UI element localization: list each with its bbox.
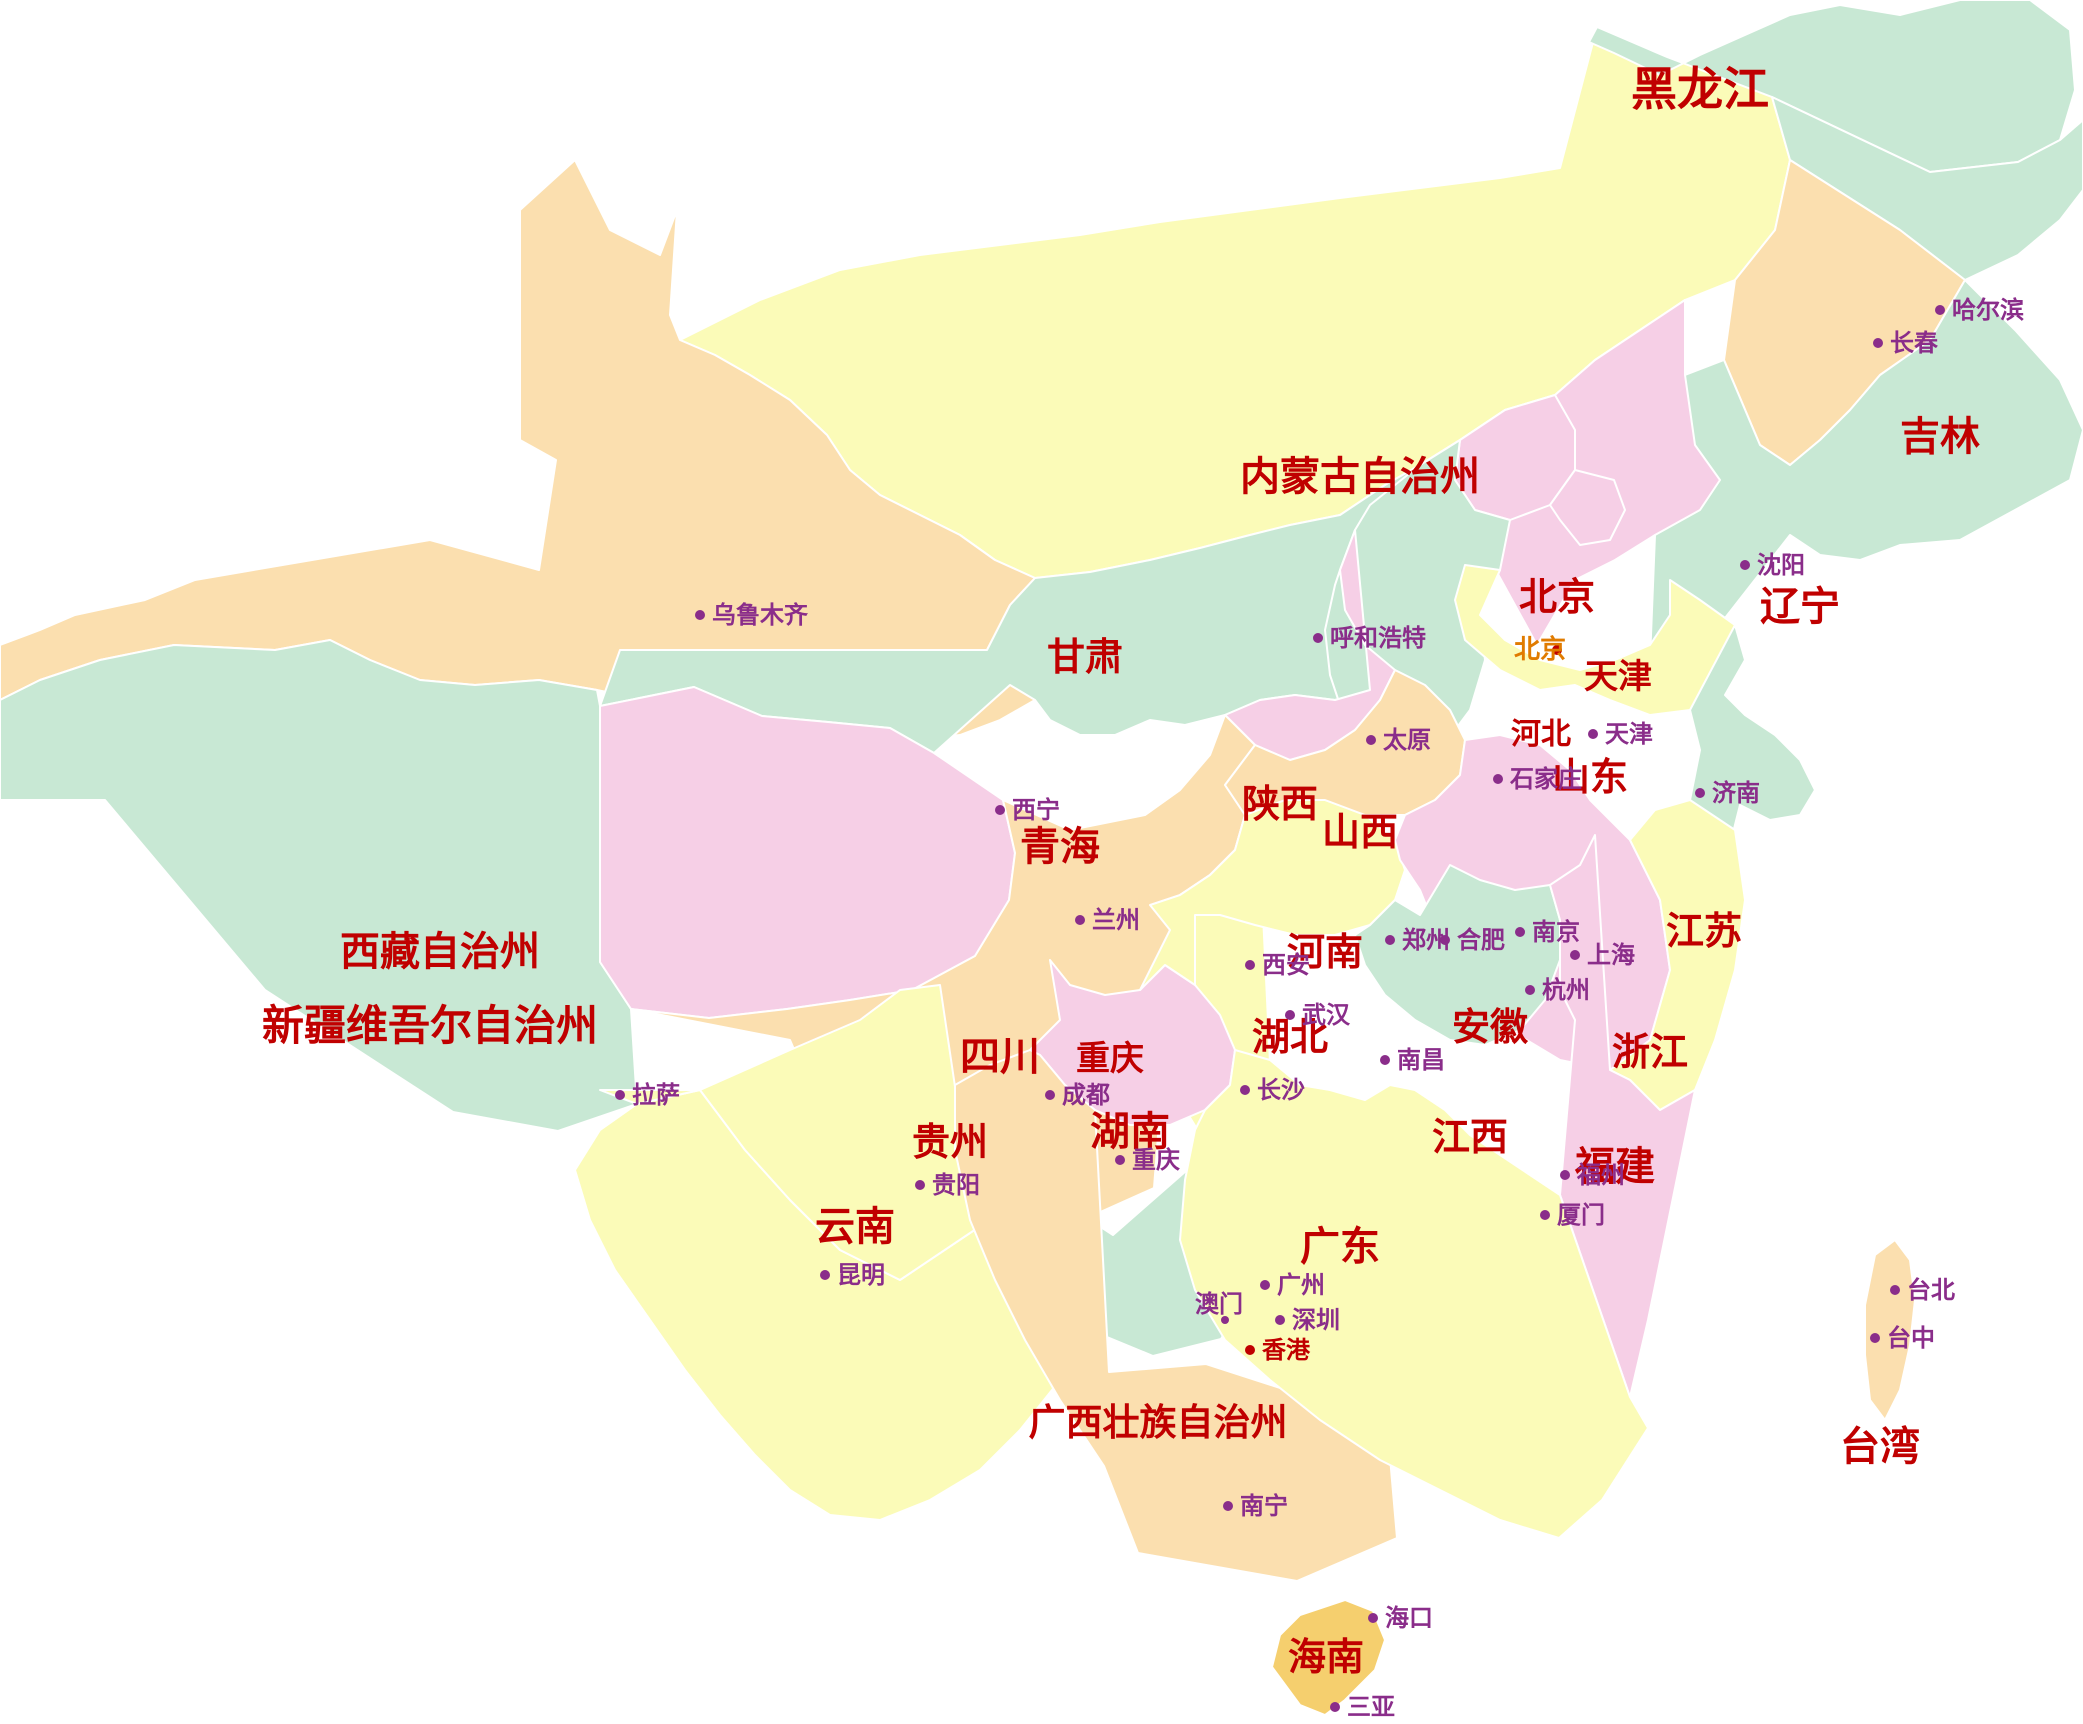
svg-text:深圳: 深圳 [1292,1307,1340,1334]
svg-text:三亚: 三亚 [1347,1694,1395,1721]
svg-text:台湾: 台湾 [1840,1424,1920,1469]
svg-text:西安: 西安 [1262,951,1310,979]
svg-text:合肥: 合肥 [1457,926,1505,954]
svg-text:河北: 河北 [1511,718,1571,751]
svg-text:福州: 福州 [1576,1162,1625,1189]
svg-text:台北: 台北 [1907,1276,1955,1304]
svg-text:江西: 江西 [1432,1117,1508,1159]
svg-text:拉萨: 拉萨 [632,1081,680,1109]
svg-text:南昌: 南昌 [1397,1047,1445,1074]
svg-text:甘肃: 甘肃 [1047,637,1123,679]
svg-text:重庆: 重庆 [1076,1040,1144,1078]
svg-text:内蒙古自治州: 内蒙古自治州 [1240,455,1480,499]
svg-text:武汉: 武汉 [1302,1002,1351,1029]
svg-text:北京: 北京 [1514,634,1566,664]
svg-text:上海: 上海 [1587,941,1635,969]
svg-text:太原: 太原 [1383,727,1431,754]
svg-text:长春: 长春 [1890,330,1938,357]
svg-text:兰州: 兰州 [1092,906,1140,934]
svg-text:贵州: 贵州 [912,1122,988,1164]
svg-text:济南: 济南 [1712,779,1760,807]
svg-text:江苏: 江苏 [1666,911,1742,953]
svg-text:山西: 山西 [1322,812,1398,854]
svg-text:四川: 四川 [960,1035,1040,1079]
svg-text:吉林: 吉林 [1900,415,1980,459]
svg-text:台中: 台中 [1887,1324,1935,1352]
svg-text:海南: 海南 [1288,1637,1364,1679]
svg-text:成都: 成都 [1062,1082,1110,1109]
svg-text:辽宁: 辽宁 [1760,585,1840,629]
svg-text:安徽: 安徽 [1452,1007,1529,1049]
svg-text:长沙: 长沙 [1257,1077,1305,1104]
svg-text:广东: 广东 [1300,1225,1380,1269]
svg-text:呼和浩特: 呼和浩特 [1330,625,1426,652]
svg-text:新疆维吾尔自治州: 新疆维吾尔自治州 [262,1002,598,1049]
svg-text:广州: 广州 [1277,1271,1325,1299]
svg-text:天津: 天津 [1584,658,1652,696]
svg-text:西宁: 西宁 [1012,796,1060,824]
svg-text:哈尔滨: 哈尔滨 [1952,296,2024,324]
svg-text:浙江: 浙江 [1612,1032,1688,1074]
svg-text:天津: 天津 [1605,721,1653,748]
svg-text:黑龙江: 黑龙江 [1631,63,1769,115]
svg-text:南宁: 南宁 [1240,1492,1288,1520]
svg-text:重庆: 重庆 [1132,1147,1180,1174]
svg-text:海口: 海口 [1385,1604,1433,1632]
svg-text:昆明: 昆明 [837,1262,885,1289]
svg-text:沈阳: 沈阳 [1757,552,1805,579]
svg-text:厦门: 厦门 [1557,1201,1605,1229]
svg-text:贵阳: 贵阳 [932,1172,980,1199]
svg-text:陕西: 陕西 [1242,784,1318,826]
svg-text:云南: 云南 [815,1205,895,1249]
svg-text:石家庄: 石家庄 [1509,765,1582,793]
svg-text:青海: 青海 [1020,825,1100,869]
svg-text:澳门: 澳门 [1195,1290,1243,1318]
svg-text:乌鲁木齐: 乌鲁木齐 [712,601,809,629]
svg-text:南京: 南京 [1532,918,1580,946]
svg-text:西藏自治州: 西藏自治州 [340,930,540,974]
svg-text:香港: 香港 [1262,1337,1311,1364]
svg-text:杭州: 杭州 [1542,976,1590,1004]
svg-text:广西壮族自治州: 广西壮族自治州 [1029,1402,1288,1443]
svg-text:北京: 北京 [1519,577,1595,619]
